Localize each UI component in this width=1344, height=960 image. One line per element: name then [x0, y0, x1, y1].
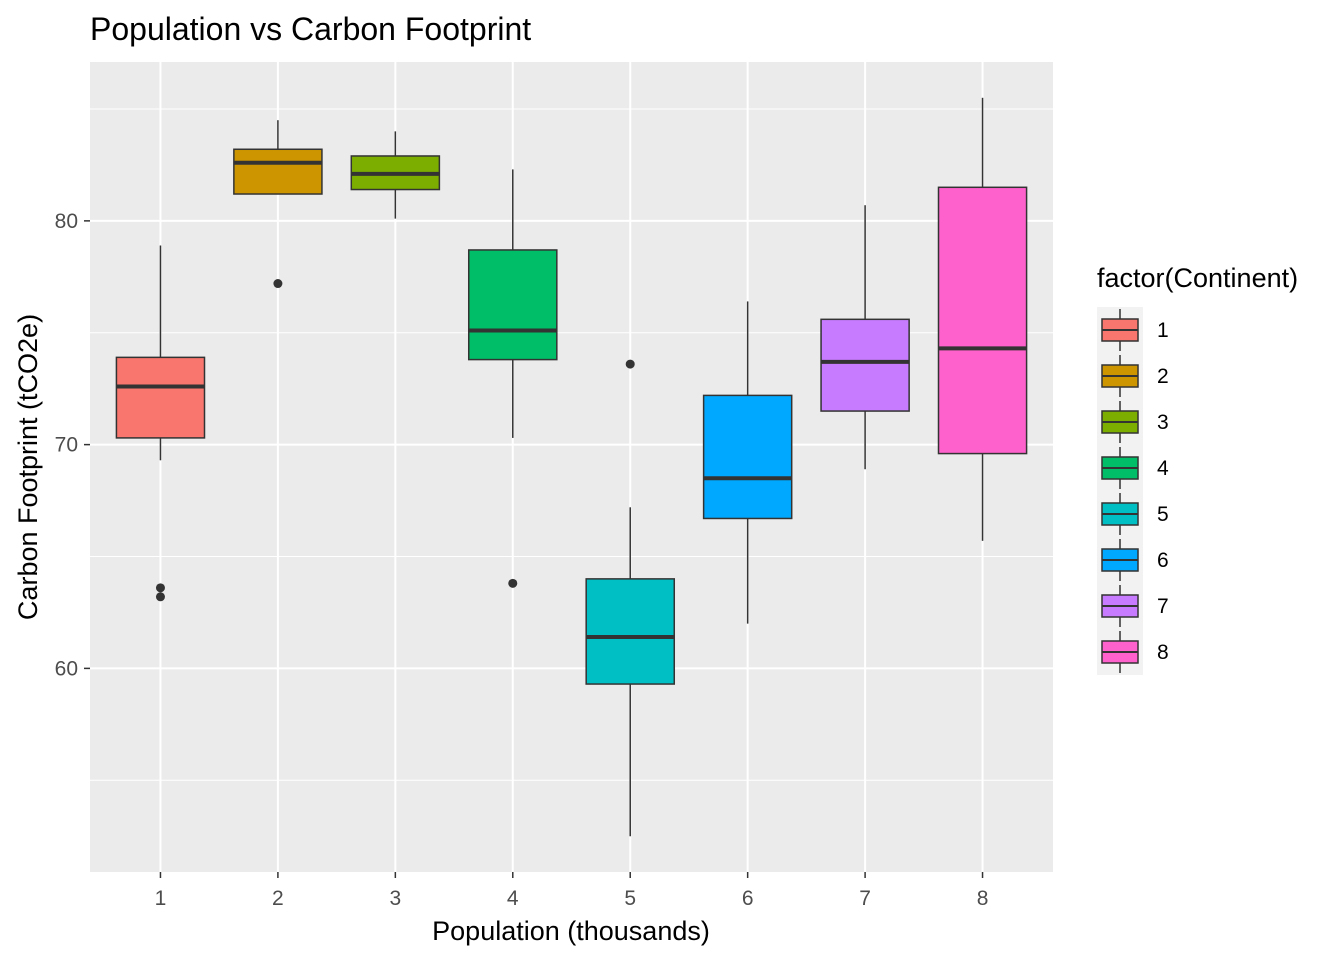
x-tick-label: 8: [977, 887, 989, 910]
box-2: [233, 120, 323, 289]
x-tick-label: 3: [389, 887, 401, 910]
outlier-point: [625, 359, 635, 369]
legend-item-4: 4: [1097, 445, 1169, 491]
box-body: [702, 394, 793, 520]
legend-label: 4: [1157, 457, 1169, 480]
x-axis-title: Population (thousands): [432, 916, 710, 946]
y-tick-label: 60: [55, 657, 78, 680]
box-8: [937, 97, 1028, 541]
legend-label: 6: [1157, 549, 1169, 572]
box-body: [233, 148, 323, 195]
x-tick-label: 7: [859, 887, 871, 910]
legend-label: 3: [1157, 411, 1169, 434]
legend-item-8: 8: [1097, 629, 1169, 675]
legend-title: factor(Continent): [1097, 263, 1298, 293]
box-4: [467, 169, 558, 588]
legend-item-7: 7: [1097, 583, 1169, 629]
box-6: [702, 301, 793, 624]
y-axis: 60 70 80: [55, 210, 90, 680]
legend-item-6: 6: [1097, 537, 1169, 583]
plot-panel: [90, 62, 1053, 872]
y-axis-title: Carbon Footprint (tCO2e): [13, 314, 43, 620]
legend-item-2: 2: [1097, 353, 1169, 399]
outlier-point: [508, 578, 518, 588]
x-axis: 1 2 3 4 5 6 7 8: [155, 872, 989, 910]
box-body: [820, 318, 910, 412]
y-tick-label: 70: [55, 434, 78, 457]
legend-label: 5: [1157, 503, 1169, 526]
box-5: [585, 359, 676, 837]
legend-label: 2: [1157, 365, 1169, 388]
legend-item-5: 5: [1097, 491, 1169, 537]
outlier-point: [155, 583, 165, 593]
legend-label: 7: [1157, 595, 1169, 618]
box-1: [115, 245, 206, 602]
x-tick-label: 6: [742, 887, 754, 910]
chart-title: Population vs Carbon Footprint: [90, 11, 531, 47]
x-tick-label: 1: [155, 887, 167, 910]
legend: 1 2 3 4 5 6 7 8: [1097, 307, 1169, 675]
x-tick-label: 4: [507, 887, 519, 910]
x-tick-label: 2: [272, 887, 284, 910]
legend-item-1: 1: [1097, 307, 1169, 353]
legend-label: 1: [1157, 319, 1169, 342]
y-tick-label: 80: [55, 210, 78, 233]
outlier-point: [155, 592, 165, 602]
outlier-point: [273, 279, 283, 289]
legend-item-3: 3: [1097, 399, 1169, 445]
box-3: [350, 131, 441, 219]
x-tick-label: 5: [624, 887, 636, 910]
box-body: [115, 356, 206, 439]
box-body: [467, 249, 558, 361]
legend-label: 8: [1157, 641, 1169, 664]
box-body: [937, 186, 1028, 455]
box-body: [585, 578, 676, 685]
boxes: [115, 97, 1028, 837]
box-7: [820, 205, 910, 470]
